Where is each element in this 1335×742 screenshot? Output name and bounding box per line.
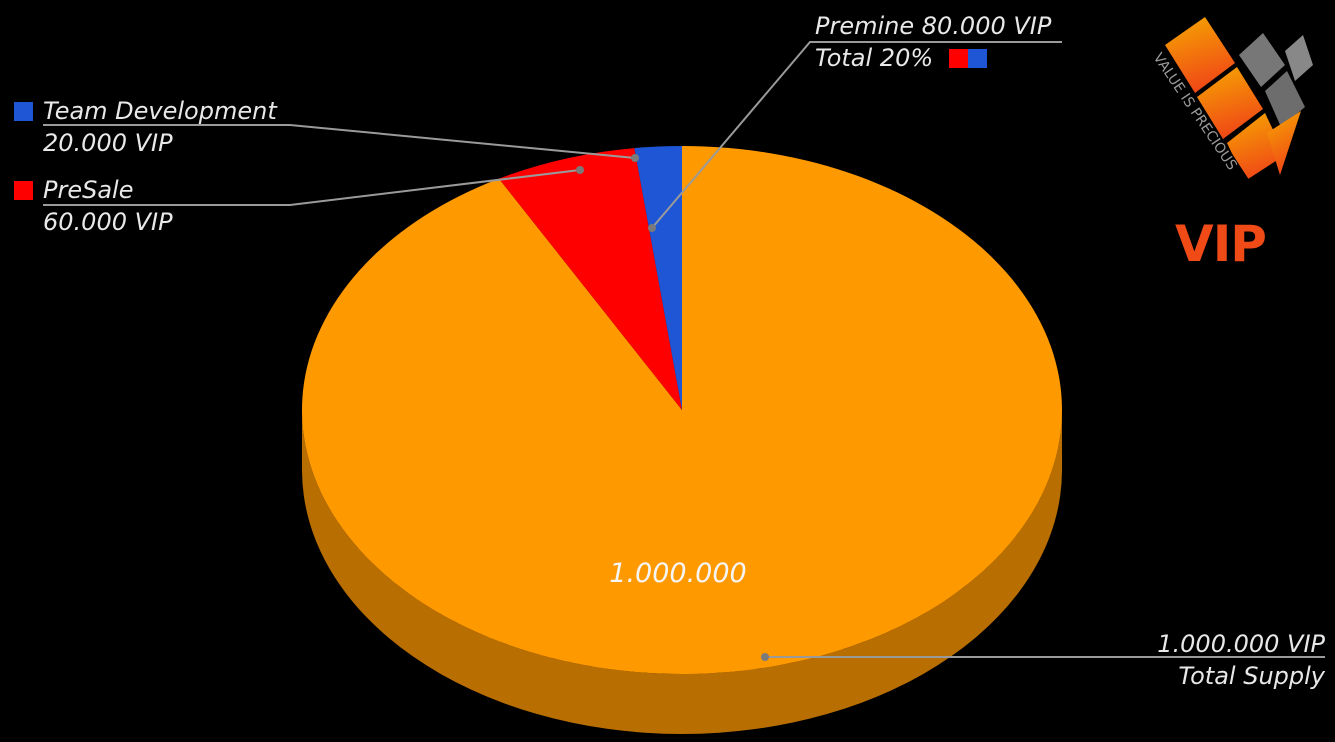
pie-side-wall bbox=[302, 410, 1062, 734]
pie-slice-presale bbox=[498, 148, 682, 410]
pie-slice-team-development bbox=[634, 146, 682, 410]
presale-name: PreSale bbox=[43, 176, 134, 204]
team-development-name: Team Development bbox=[43, 97, 277, 125]
team-development-leader-dot bbox=[631, 154, 639, 162]
total-supply-label: 1.000.000 VIP Total Supply bbox=[1157, 628, 1325, 692]
team-development-amount: 20.000 VIP bbox=[43, 129, 173, 157]
presale-amount: 60.000 VIP bbox=[43, 208, 173, 236]
premine-total: Total 20% bbox=[815, 44, 934, 72]
total-supply-amount: 1.000.000 VIP bbox=[1157, 630, 1325, 658]
premine-leader bbox=[651, 41, 1062, 229]
center-value-label: 1.000.000 bbox=[609, 558, 746, 589]
premine-amount: Premine 80.000 VIP bbox=[815, 12, 1052, 40]
total-supply-leader-dot bbox=[761, 653, 769, 661]
team-development-leader bbox=[43, 124, 636, 159]
logo-name: VIP bbox=[1175, 215, 1267, 273]
presale-label: PreSale 60.000 VIP bbox=[14, 174, 173, 238]
premine-label: Premine 80.000 VIP Total 20% bbox=[815, 10, 1051, 74]
total-supply-caption: Total Supply bbox=[1178, 662, 1325, 690]
premine-leader-dot bbox=[648, 224, 656, 232]
vip-logo: VALUE IS PRECIOUS bbox=[1150, 17, 1313, 207]
presale-swatch bbox=[14, 181, 33, 200]
team-development-swatch bbox=[14, 102, 33, 121]
presale-leader-dot bbox=[576, 166, 584, 174]
premine-swatch-red bbox=[948, 49, 968, 68]
presale-leader bbox=[43, 169, 581, 206]
team-development-label: Team Development 20.000 VIP bbox=[14, 95, 277, 159]
premine-swatch-blue bbox=[967, 49, 987, 68]
